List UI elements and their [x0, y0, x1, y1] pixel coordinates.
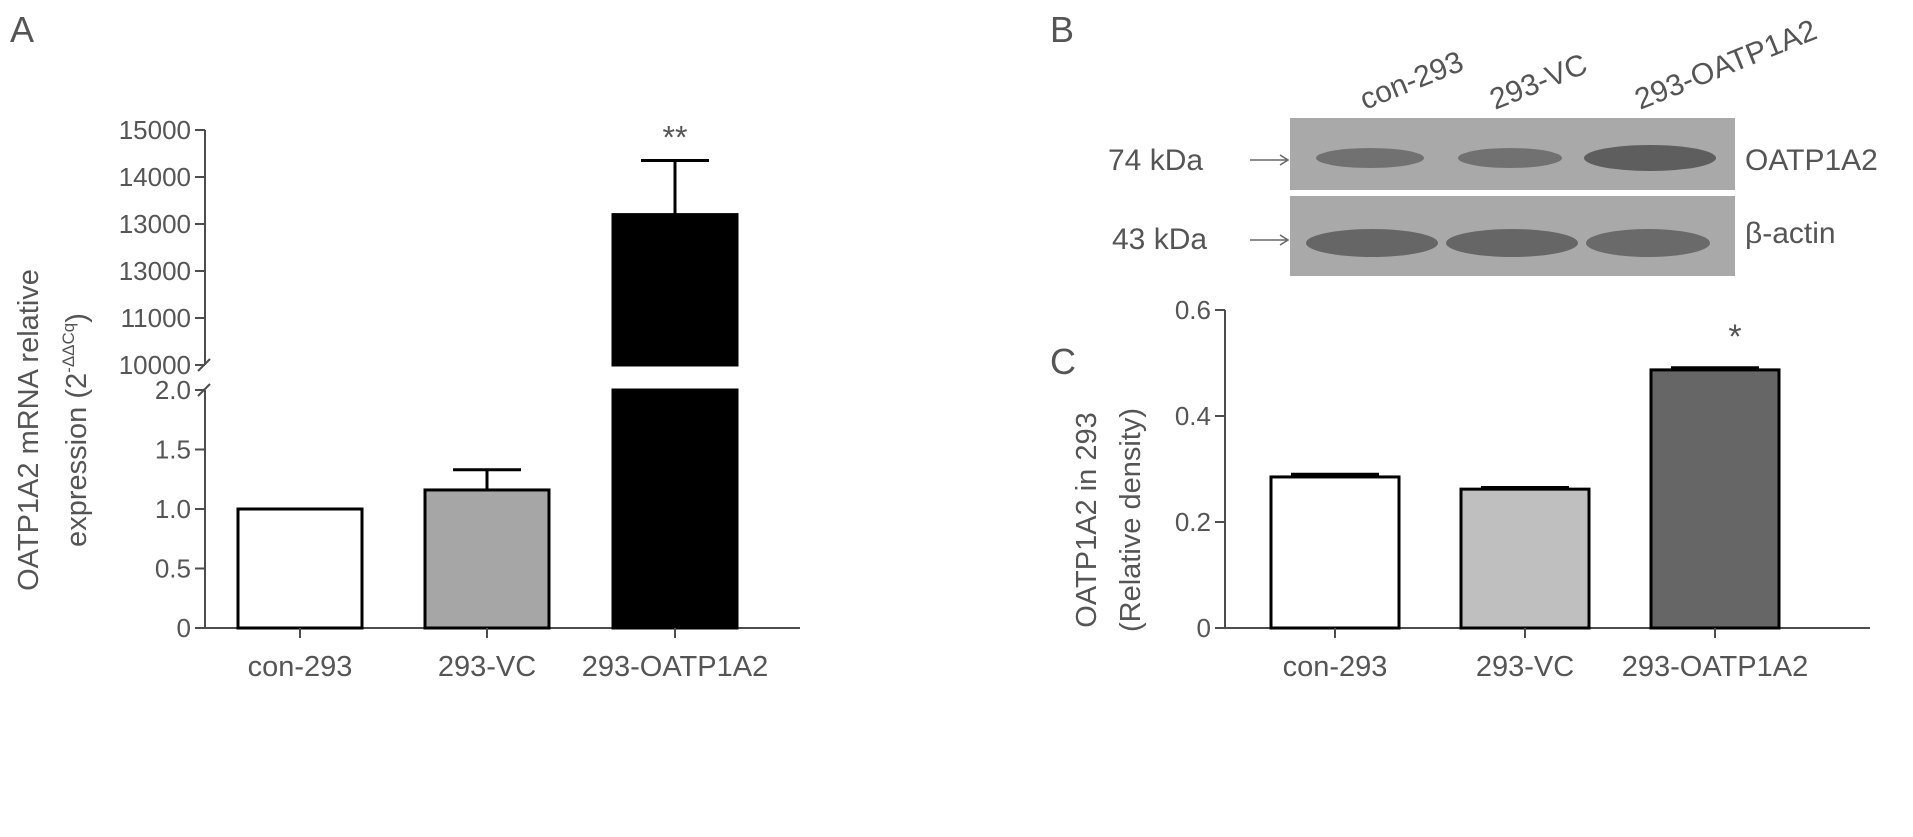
blot-protein-oatp1a2: OATP1A2 [1745, 144, 1878, 177]
blot-band [1458, 148, 1562, 168]
blot-band [1446, 229, 1578, 257]
chart-a-ytick-label-lower: 2.0 [155, 375, 191, 405]
chart-c-category-label: con-293 [1283, 651, 1388, 683]
chart-a-category-label: con-293 [248, 651, 353, 683]
blot-lane-label-1: con-293 [1355, 45, 1468, 116]
chart-a-bar [423, 488, 551, 630]
chart-c-bar [1459, 487, 1591, 630]
western-blot: con-293 293-VC 293-OATP1A2 74 kDa 43 kDa… [1108, 14, 1878, 276]
chart-c-bar [1649, 368, 1781, 630]
blot-band [1316, 148, 1424, 168]
chart-c-ytick-label: 0.4 [1175, 401, 1211, 431]
blot-lane-label-3: 293-OATP1A2 [1630, 14, 1821, 117]
blot-bands [1306, 145, 1716, 257]
panel-b-label: B [1050, 9, 1074, 50]
chart-a-significance: ** [663, 120, 688, 156]
blot-band [1584, 145, 1716, 171]
chart-a-category-label: 293-OATP1A2 [582, 651, 768, 683]
chart-c-ytick-label: 0 [1197, 613, 1211, 643]
chart-a-category-label: 293-VC [438, 651, 536, 683]
blot-arrowhead-74 [1279, 154, 1290, 166]
panel-c-label: C [1050, 341, 1076, 382]
chart-c-significance: * [1728, 318, 1741, 356]
blot-marker-43: 43 kDa [1112, 223, 1207, 256]
chart-a-ytick-label-upper: 15000 [119, 115, 191, 145]
chart-a-bar [236, 507, 364, 630]
chart-a-ytick-label-upper: 14000 [119, 162, 191, 192]
chart-c-ytick-label: 0.6 [1175, 295, 1211, 325]
chart-a-ylabel-pre: expression (2 [61, 373, 93, 547]
chart-c-ylabel-line1: OATP1A2 in 293 [1071, 412, 1103, 627]
chart-a-ytick-label-lower: 0.5 [155, 554, 191, 584]
blot-lane-label-2: 293-VC [1485, 48, 1592, 117]
blot-protein-actin: β-actin [1745, 217, 1836, 250]
chart-c-ylabel-line2: (Relative density) [1115, 408, 1147, 632]
blot-arrowhead-43 [1279, 234, 1290, 246]
chart-c: 0 0.2 0.4 0.6 con-293 293-VC 293-OATP1A2 * [1175, 295, 1870, 683]
chart-a-ylabel-sup: -ΔΔCq [59, 323, 78, 373]
chart-c-category-label: 293-VC [1476, 651, 1574, 683]
chart-a-ylabel-post: ) [61, 313, 93, 323]
chart-a-ytick-label-lower: 0 [177, 613, 191, 643]
chart-a-ylabel-line2: expression (2-ΔΔCq) [59, 313, 93, 547]
chart-a-ytick-label-lower: 1.5 [155, 435, 191, 465]
chart-c-bar [1269, 475, 1401, 630]
blot-band [1586, 229, 1710, 257]
chart-a-ytick-label-upper: 10000 [119, 350, 191, 380]
chart-a-bar-upper-segment [611, 213, 739, 367]
blot-marker-74: 74 kDa [1108, 144, 1203, 177]
chart-a-ytick-label-upper: 13000 [119, 256, 191, 286]
chart-a-ytick-label-lower: 1.0 [155, 494, 191, 524]
chart-a-bar-lower-segment [611, 388, 739, 630]
blot-band [1306, 229, 1438, 257]
chart-a-ytick-label-upper: 11000 [121, 303, 191, 333]
chart-c-ytick-label: 0.2 [1175, 507, 1211, 537]
chart-c-category-label: 293-OATP1A2 [1622, 651, 1808, 683]
panel-a-label: A [10, 9, 34, 50]
chart-a-ytick-label-upper: 13000 [119, 209, 191, 239]
chart-a-ylabel-line1: OATP1A2 mRNA relative [13, 269, 45, 591]
